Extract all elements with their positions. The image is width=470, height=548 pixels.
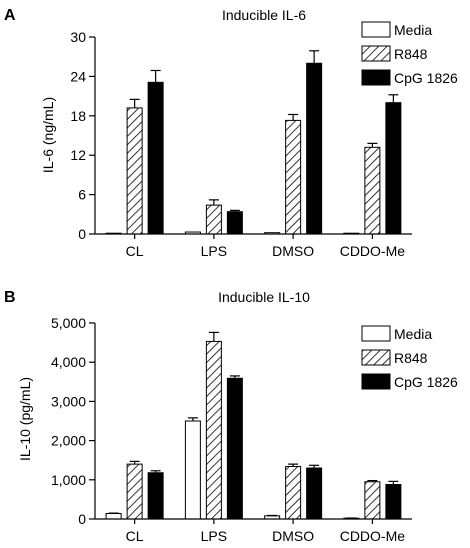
y-axis-label-il6: IL-6 (ng/mL) [40, 97, 56, 173]
x-tick-label-cl: CL [126, 528, 144, 544]
axes-il6 [94, 37, 412, 235]
panel-letter-a: A [4, 7, 16, 24]
y-tick-label: 2,000 [51, 433, 86, 449]
y-tick-label: 0 [78, 226, 86, 242]
chart-title-il6: Inducible IL-6 [222, 7, 306, 23]
x-tick-label-lps: LPS [201, 528, 227, 544]
legend-swatch-media [361, 21, 391, 38]
legend-swatch-r848 [361, 349, 391, 366]
x-tick-labels-il10: CL LPS DMSO CDDO-Me [126, 519, 406, 544]
bar-r848-cddo-me [364, 146, 381, 235]
legend-label-cpg-1826: CpG 1826 [394, 70, 458, 86]
panel-il10: B Inducible IL-10 IL-10 (pg/mL) 0 1,000 2,… [4, 289, 458, 544]
axes-il10 [94, 323, 412, 520]
x-tick-label-cl: CL [126, 243, 144, 259]
bar-r848-lps [205, 340, 222, 520]
legend-label-cpg-1826: CpG 1826 [394, 374, 458, 390]
y-tick-label: 30 [70, 29, 86, 45]
y-tick-label: 1,000 [51, 472, 86, 488]
bar-r848-dmso [285, 119, 302, 235]
y-tick-label: 5,000 [51, 315, 86, 331]
y-tick-label: 6 [78, 187, 86, 203]
bar-r848-cddo-me [364, 481, 381, 520]
y-tick-label: 3,000 [51, 393, 86, 409]
panel-il6: A Inducible IL-6 IL-6 (ng/mL) 0 6 12 18 24 30… [4, 7, 458, 259]
legend-label-media: Media [394, 326, 432, 342]
bar-r848-cl [126, 463, 143, 520]
bar-r848-lps [205, 204, 222, 235]
legend-label-r848: R848 [394, 350, 428, 366]
bar-cpg-1826-lps [226, 211, 243, 235]
x-tick-label-lps: LPS [201, 243, 227, 259]
y-tick-label: 4,000 [51, 354, 86, 370]
legend-swatch-media [361, 325, 391, 342]
x-tick-label-cddo-me: CDDO-Me [340, 243, 406, 259]
y-tick-label: 18 [70, 108, 86, 124]
legend-il6: Media R848 CpG 1826 [361, 21, 458, 86]
bars-il10 [105, 331, 402, 520]
x-tick-label-dmso: DMSO [272, 243, 314, 259]
y-tick-label: 0 [78, 511, 86, 527]
x-tick-labels-il6: CL LPS DMSO CDDO-Me [126, 234, 406, 259]
y-axis-label-il10: IL-10 (pg/mL) [17, 377, 33, 461]
bar-media-lps [184, 420, 201, 520]
bar-cpg-1826-dmso [306, 62, 323, 235]
bar-media-cl [105, 513, 122, 520]
legend-il10: Media R848 CpG 1826 [361, 325, 458, 390]
panel-letter-b: B [4, 289, 16, 306]
bar-cpg-1826-cl [147, 472, 164, 520]
bar-cpg-1826-cl [147, 81, 164, 235]
x-tick-label-dmso: DMSO [272, 528, 314, 544]
legend-swatch-cpg-1826 [361, 69, 391, 86]
chart-title-il10: Inducible IL-10 [218, 289, 310, 305]
x-tick-label-cddo-me: CDDO-Me [340, 528, 406, 544]
y-tick-label: 24 [70, 68, 86, 84]
legend-swatch-r848 [361, 45, 391, 62]
bar-cpg-1826-lps [226, 377, 243, 520]
bars-il6 [105, 50, 402, 235]
bar-cpg-1826-cddo-me [385, 102, 402, 235]
bar-cpg-1826-cddo-me [385, 484, 402, 520]
legend-label-media: Media [394, 22, 432, 38]
y-tick-label: 12 [70, 147, 86, 163]
bar-r848-cl [126, 107, 143, 235]
legend-swatch-cpg-1826 [361, 373, 391, 390]
y-ticks-il10: 0 1,000 2,000 3,000 4,000 5,000 [51, 315, 95, 527]
bar-r848-dmso [285, 465, 302, 520]
bar-cpg-1826-dmso [306, 467, 323, 520]
legend-label-r848: R848 [394, 46, 428, 62]
y-ticks-il6: 0 6 12 18 24 30 [70, 29, 95, 242]
